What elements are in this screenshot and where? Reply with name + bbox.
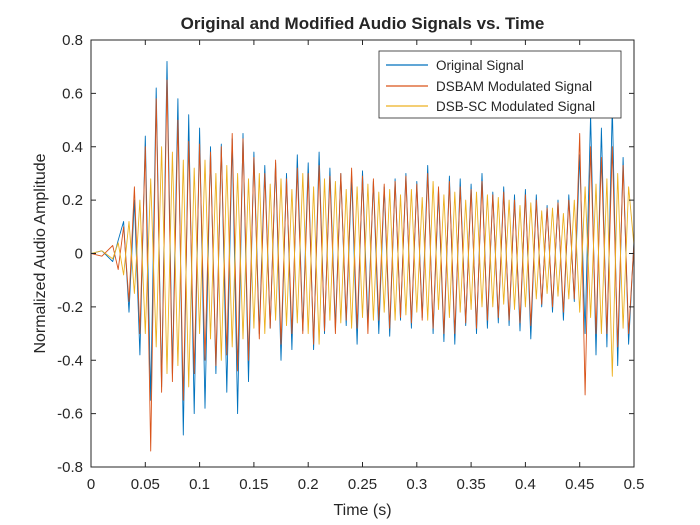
y-tick-label: -0.2 [57, 299, 83, 316]
y-tick-label: -0.6 [57, 406, 83, 423]
x-tick-label: 0.25 [348, 476, 377, 493]
y-tick-label: 0.6 [62, 85, 83, 102]
legend: Original Signal DSBAM Modulated Signal D… [378, 50, 622, 119]
y-tick-label: 0 [75, 246, 83, 263]
y-tick-label: -0.8 [57, 459, 83, 476]
y-tick-label: 0.8 [62, 32, 83, 49]
series-line-dsbam-modulated-signal [90, 79, 635, 452]
x-tick-label: 0.1 [189, 476, 210, 493]
x-axis-label: Time (s) [333, 502, 391, 519]
x-tick-label: 0.35 [456, 476, 485, 493]
y-axis-label: Normalized Audio Amplitude [32, 153, 49, 353]
x-tick-label: 0.05 [131, 476, 160, 493]
x-tick-label: 0.15 [239, 476, 268, 493]
series-layer [90, 60, 635, 452]
x-tick-label: 0.45 [565, 476, 594, 493]
x-tick-label: 0.5 [624, 476, 645, 493]
y-tick-label: 0.4 [62, 139, 83, 156]
chart-title: Original and Modified Audio Signals vs. … [181, 14, 545, 33]
legend-label-dsbam-modulated-signal: DSBAM Modulated Signal [436, 79, 592, 94]
x-tick-label: 0.3 [406, 476, 427, 493]
legend-box [378, 50, 622, 119]
x-ticks: 0 0.05 0.1 0.15 0.2 0.25 0.3 0.35 0.4 0.45 0.5 [87, 40, 645, 493]
x-tick-label: 0.4 [515, 476, 536, 493]
y-tick-label: -0.4 [57, 352, 83, 369]
y-ticks: -0.8 -0.6 -0.4 -0.2 0 0.2 0.4 0.6 0.8 [57, 32, 634, 476]
legend-label-original-signal: Original Signal [436, 58, 524, 73]
legend-label-dsb-sc-modulated-signal: DSB-SC Modulated Signal [436, 99, 595, 114]
x-tick-label: 0 [87, 476, 95, 493]
x-tick-label: 0.2 [298, 476, 319, 493]
series-line-dsb-sc-modulated-signal [90, 146, 635, 388]
y-tick-label: 0.2 [62, 192, 83, 209]
